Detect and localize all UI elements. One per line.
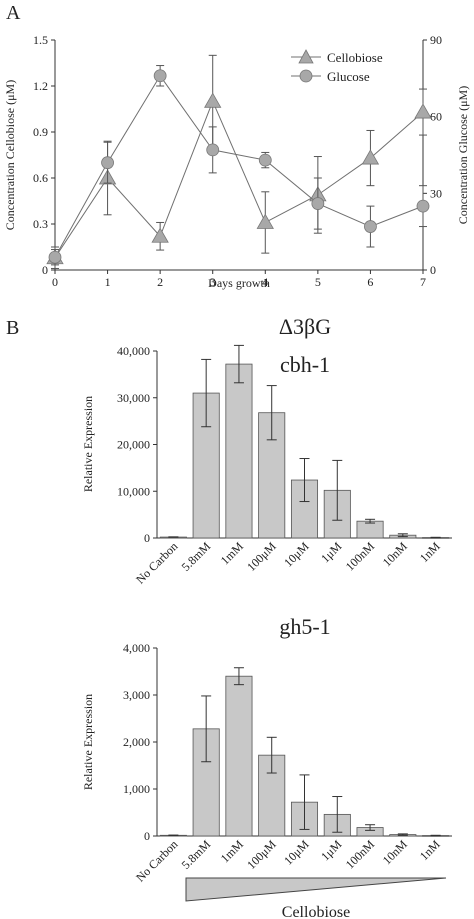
data-point-cellobiose <box>204 92 222 108</box>
y-tick-label-right: 0 <box>430 263 436 277</box>
x-tick-label: 2 <box>157 275 163 289</box>
y-tick-label-left: 0.3 <box>33 217 48 231</box>
bar-chart-cbh1: Relative Expression 0 10,000 20,000 30,000 4… <box>81 344 452 587</box>
y-axis-label-left: Concentration Cellobiose (μM) <box>3 80 17 230</box>
data-point-cellobiose <box>414 103 432 119</box>
bar1-y-tick-label: 40,000 <box>117 344 150 358</box>
bar1-category-label: 100nM <box>343 539 378 574</box>
bar2-y-tick-label: 0 <box>144 829 150 843</box>
bar2-bar <box>225 675 253 837</box>
data-point-glucose <box>48 250 62 264</box>
x-axis-label: Days growth <box>208 276 270 290</box>
panel-label-a: A <box>6 2 21 24</box>
data-point-glucose <box>101 156 114 170</box>
bar1-category-label: 10μM <box>281 539 312 570</box>
data-point-glucose <box>258 153 272 167</box>
bar-chart-title-cbh1: cbh-1 <box>280 352 330 377</box>
bar2-category-label: 1μM <box>318 837 344 863</box>
x-tick-label: 6 <box>367 275 373 289</box>
bar1-y-tick-label: 0 <box>144 531 150 545</box>
series-line-glucose <box>54 74 424 258</box>
bar2-y-tick-label: 1,000 <box>123 782 150 796</box>
bar1-category-label: 10nM <box>380 539 410 569</box>
bar1-y-tick-label: 30,000 <box>117 391 150 405</box>
x-tick-label: 3 <box>210 275 216 289</box>
data-point-cellobiose <box>361 149 380 165</box>
legend: Cellobiose Glucose <box>291 49 383 84</box>
bar2-category-label: 100μM <box>244 837 279 872</box>
bar1-bar <box>356 520 384 539</box>
bar2-category-label: No Carbon <box>133 837 180 884</box>
bar1-category-label: 1nM <box>417 539 443 565</box>
bar2-category-label: 10μM <box>281 837 312 868</box>
x-tick-label: 7 <box>420 275 426 289</box>
bar-chart-gh51: Relative Expression 0 1,000 2,000 3,000 4,00… <box>81 641 452 885</box>
y-tick-label-right: 60 <box>430 110 442 124</box>
bar1-y-tick-label: 10,000 <box>117 484 150 498</box>
y-tick-label-right: 90 <box>430 33 442 47</box>
bar1-category-label: No Carbon <box>133 539 180 586</box>
bar2-y-tick-label: 4,000 <box>123 641 150 655</box>
cellobiose-wedge-label: Cellobiose <box>282 904 350 919</box>
x-tick-label: 1 <box>105 275 111 289</box>
y-tick-label-right: 30 <box>430 186 442 200</box>
bar2-category-label: 100nM <box>343 837 378 872</box>
line-chart: 0 0.3 0.6 0.9 1.2 1.5 0 30 60 90 0 1 2 3 4 5 6 7 Days g… <box>3 33 470 290</box>
data-point-glucose <box>206 143 220 157</box>
y-tick-label-left: 1.2 <box>33 79 48 93</box>
bar1-y-tick-label: 20,000 <box>117 438 150 452</box>
y-tick-label-left: 0.6 <box>33 171 48 185</box>
bar1-y-axis-label: Relative Expression <box>81 396 95 492</box>
bar2-category-label: 10nM <box>380 837 410 867</box>
legend-label-cellobiose: Cellobiose <box>327 50 383 65</box>
bar1-bar <box>225 363 253 539</box>
data-point-glucose <box>364 220 377 233</box>
y-tick-label-left: 0 <box>42 263 48 277</box>
genotype-title: Δ3βG <box>279 314 331 339</box>
legend-label-glucose: Glucose <box>327 69 370 84</box>
data-point-glucose <box>153 69 167 83</box>
series-line-cellobiose <box>54 100 424 259</box>
x-tick-label: 4 <box>262 275 268 289</box>
data-point-glucose <box>416 199 430 213</box>
bar2-category-label: 1nM <box>417 837 443 863</box>
bar1-category-label: 100μM <box>244 539 279 574</box>
bar2-y-axis-label: Relative Expression <box>81 694 95 790</box>
bar-chart-title-gh51: gh5-1 <box>279 614 330 639</box>
cellobiose-gradient-wedge <box>185 877 447 902</box>
bar1-category-label: 1μM <box>318 539 344 565</box>
data-point-cellobiose <box>151 227 169 243</box>
data-point-cellobiose <box>256 213 274 229</box>
bar2-category-label: 5.8mM <box>179 837 214 872</box>
bar1-category-label: 5.8mM <box>179 539 214 574</box>
x-tick-label: 0 <box>52 275 58 289</box>
bar2-category-label: 1mM <box>218 837 247 866</box>
y-tick-label-left: 1.5 <box>33 33 48 47</box>
bar1-category-label: 1mM <box>218 539 247 568</box>
y-tick-label-left: 0.9 <box>33 125 48 139</box>
x-tick-label: 5 <box>315 275 321 289</box>
bar2-y-tick-label: 2,000 <box>123 735 150 749</box>
bar2-y-tick-label: 3,000 <box>123 688 150 702</box>
panel-label-b: B <box>6 317 19 339</box>
legend-marker-triangle <box>298 49 314 64</box>
data-point-glucose <box>311 197 325 210</box>
y-axis-label-right: Concentration Glucose (μM) <box>456 86 470 224</box>
legend-marker-circle <box>299 69 313 83</box>
